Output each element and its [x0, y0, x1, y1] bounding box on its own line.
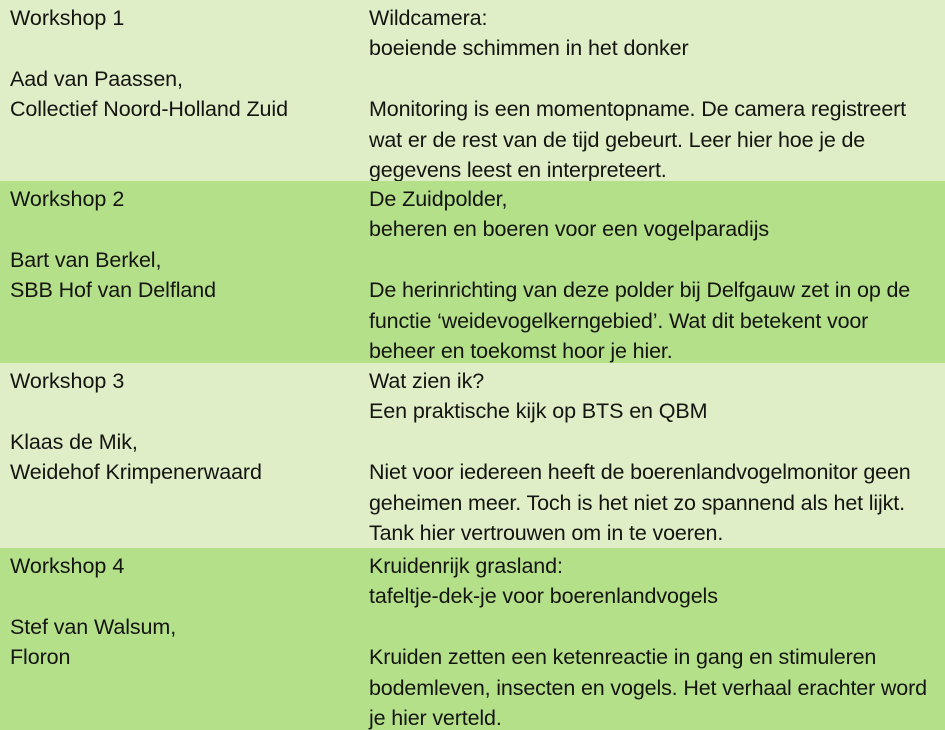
workshop-label: Workshop 3	[10, 369, 125, 393]
spacer	[369, 427, 937, 457]
presenter-name: Aad van Paassen,	[10, 66, 183, 91]
workshop-title-line-2: beheren en boeren voor een vogelparadijs	[369, 217, 770, 242]
spacer	[10, 396, 352, 426]
workshop-title-line-1: De Zuidpolder,	[369, 187, 508, 211]
workshop-title-line-2: boeiende schimmen in het donker	[369, 36, 689, 61]
spacer	[10, 33, 352, 63]
workshop-description: De herinrichting van deze polder bij Del…	[369, 278, 911, 363]
presenter-name: Klaas de Mik,	[10, 429, 138, 454]
presenter-organisation: Weidehof Krimpenerwaard	[10, 460, 262, 485]
workshop-title-line-1: Kruidenrijk grasland:	[369, 554, 563, 578]
workshop-presenter-cell: Workshop 4 Stef van Walsum, Floron	[0, 548, 362, 673]
spacer	[10, 214, 352, 244]
workshop-label: Workshop 4	[10, 554, 125, 578]
workshop-content-cell: De Zuidpolder, beheren en boeren voor ee…	[362, 181, 945, 363]
workshop-row: Workshop 3 Klaas de Mik, Weidehof Krimpe…	[0, 363, 945, 548]
workshop-content-cell: Kruidenrijk grasland: tafeltje-dek-je vo…	[362, 548, 945, 730]
workshop-description: Kruiden zetten een ketenreactie in gang …	[369, 645, 927, 730]
workshop-title-line-1: Wildcamera:	[369, 6, 488, 30]
workshop-presenter-cell: Workshop 1 Aad van Paassen, Collectief N…	[0, 0, 362, 125]
workshop-row: Workshop 2 Bart van Berkel, SBB Hof van …	[0, 181, 945, 363]
workshop-description: Monitoring is een momentopname. De camer…	[369, 97, 906, 181]
workshop-title-line-1: Wat zien ik?	[369, 369, 485, 393]
workshop-row: Workshop 1 Aad van Paassen, Collectief N…	[0, 0, 945, 181]
workshop-content-cell: Wat zien ik? Een praktische kijk op BTS …	[362, 363, 945, 548]
workshop-description: Niet voor iedereen heeft de boerenlandvo…	[369, 460, 911, 546]
workshop-presenter-cell: Workshop 3 Klaas de Mik, Weidehof Krimpe…	[0, 363, 362, 488]
workshop-title-line-2: tafeltje-dek-je voor boerenlandvogels	[369, 584, 718, 609]
workshop-presenter-cell: Workshop 2 Bart van Berkel, SBB Hof van …	[0, 181, 362, 306]
presenter-name: Bart van Berkel,	[10, 247, 162, 272]
presenter-organisation: Collectief Noord-Holland Zuid	[10, 97, 288, 122]
spacer	[369, 245, 937, 275]
workshop-title-line-2: Een praktische kijk op BTS en QBM	[369, 399, 708, 424]
workshop-content-cell: Wildcamera: boeiende schimmen in het don…	[362, 0, 945, 181]
presenter-organisation: Floron	[10, 645, 71, 670]
spacer	[369, 612, 937, 642]
spacer	[10, 581, 352, 611]
workshop-label: Workshop 2	[10, 187, 125, 211]
workshop-row: Workshop 4 Stef van Walsum, Floron Kruid…	[0, 548, 945, 730]
workshop-label: Workshop 1	[10, 6, 125, 30]
presenter-organisation: SBB Hof van Delfland	[10, 278, 216, 303]
spacer	[369, 64, 937, 94]
presenter-name: Stef van Walsum,	[10, 614, 177, 639]
